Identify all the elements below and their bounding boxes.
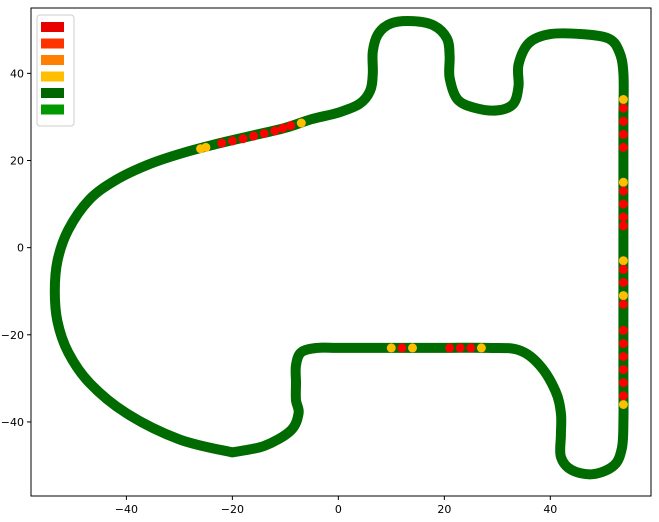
highlight-point (270, 126, 280, 136)
highlight-layer (196, 95, 628, 409)
highlight-point (618, 378, 628, 388)
highlight-point (227, 136, 237, 146)
x-tick-label: 0 (335, 503, 342, 516)
highlight-point (217, 138, 227, 148)
highlight-point (408, 343, 417, 353)
highlight-point (278, 123, 288, 133)
highlight-point (618, 129, 628, 139)
highlight-point (618, 95, 628, 104)
x-axis: −40 −20 0 20 40 (115, 496, 557, 516)
highlight-point (618, 339, 628, 348)
x-tick-label: 40 (543, 503, 557, 516)
legend-swatch (41, 104, 64, 115)
highlight-point (249, 131, 259, 141)
legend (36, 14, 75, 127)
x-tick-label: −20 (221, 503, 244, 516)
legend-swatch (41, 38, 64, 49)
highlight-point (296, 118, 306, 128)
legend-swatch (41, 55, 64, 65)
y-tick-label: 0 (17, 242, 24, 255)
y-tick-label: −40 (1, 416, 24, 429)
highlight-point (259, 129, 269, 138)
highlight-point (618, 264, 628, 274)
y-tick-label: 20 (10, 155, 24, 168)
highlight-point (618, 212, 628, 222)
track-series-line (49, 15, 629, 480)
axes-frame (30, 7, 652, 497)
highlight-point (618, 199, 628, 209)
legend-swatch (41, 71, 64, 82)
highlight-point (445, 343, 455, 353)
highlight-point (238, 134, 248, 144)
highlight-point (455, 343, 465, 353)
highlight-point (618, 299, 628, 309)
legend-swatch (41, 88, 64, 98)
highlight-point (618, 186, 628, 196)
x-tick-label: 20 (437, 503, 451, 516)
highlight-point (618, 256, 628, 266)
y-tick-label: −20 (1, 329, 24, 342)
highlight-point (618, 116, 628, 126)
y-axis: −40 −20 0 20 40 (1, 67, 31, 429)
highlight-point (466, 343, 476, 353)
highlight-point (618, 103, 628, 113)
y-tick-label: 40 (10, 67, 24, 80)
track-layer (49, 15, 629, 480)
highlight-point (618, 278, 628, 287)
highlight-point (618, 325, 628, 335)
highlight-point (618, 352, 628, 362)
highlight-point (476, 343, 486, 353)
highlight-point (386, 343, 396, 353)
highlight-point (618, 177, 628, 187)
highlight-point (196, 144, 206, 154)
highlight-point (397, 343, 407, 353)
highlight-point (618, 291, 628, 301)
highlight-point (618, 365, 628, 375)
legend-swatch (41, 22, 64, 32)
highlight-point (618, 400, 628, 409)
highlight-point (618, 221, 628, 231)
highlight-point (286, 121, 296, 131)
highlight-point (618, 142, 628, 152)
highlight-point (618, 391, 628, 401)
x-tick-label: −40 (115, 503, 138, 516)
